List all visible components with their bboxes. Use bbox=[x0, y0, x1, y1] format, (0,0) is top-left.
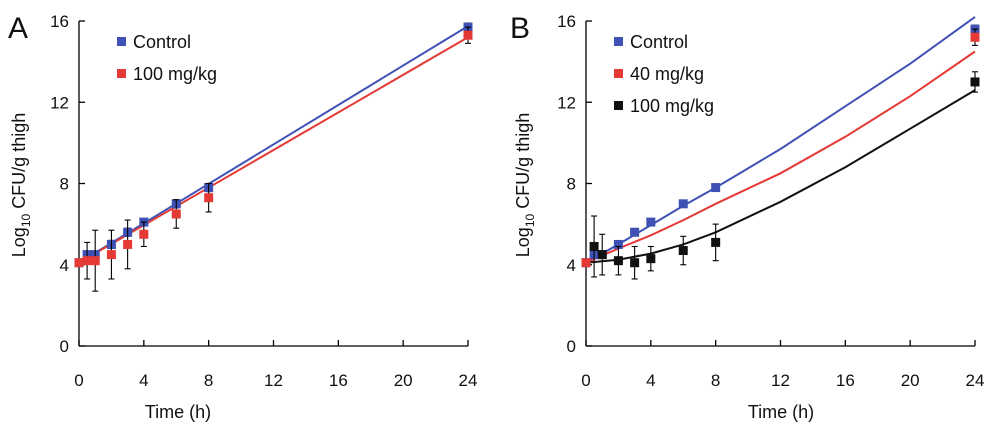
panel-b-x-tick-label: 20 bbox=[901, 371, 920, 390]
panel-b-fit-line-1 bbox=[585, 50, 976, 264]
panel-b-legend-label-1: 40 mg/kg bbox=[630, 64, 704, 84]
panel-a-ylabel: Log10 CFU/g thigh bbox=[9, 113, 33, 257]
panel-b-legend-marker-2 bbox=[614, 101, 623, 110]
panel-a-x-tick-label: 20 bbox=[394, 371, 413, 390]
panel-b-point-series-2 bbox=[970, 77, 980, 87]
panel-b-point-series-2 bbox=[630, 258, 640, 268]
panel-a-legend-label-1: 100 mg/kg bbox=[133, 64, 217, 84]
panel-b-point-series-1 bbox=[581, 258, 591, 268]
panel-a-plot-area: 0 4 8 12 16 20 24 0 4 8 12 16 bbox=[50, 12, 477, 390]
panel-a-ylabel-unit: CFU/g thigh bbox=[9, 113, 29, 214]
panel-a-legend-marker-1 bbox=[117, 69, 126, 78]
panel-b-x-tick-label: 12 bbox=[771, 371, 790, 390]
panel-a-legend-label-0: Control bbox=[133, 32, 191, 52]
panel-a-label: A bbox=[8, 12, 28, 45]
panel-b-x-tick-label: 0 bbox=[581, 371, 590, 390]
panel-b-point-series-2 bbox=[711, 237, 721, 247]
panel-b-label: B bbox=[510, 12, 530, 45]
panel-b-y-tick-label: 16 bbox=[557, 12, 576, 31]
panel-a-xlabel: Time (h) bbox=[145, 402, 211, 422]
panel-a-x-tick-label: 4 bbox=[139, 371, 148, 390]
panel-b-x-tick-label: 4 bbox=[646, 371, 655, 390]
panel-b-point-series-2 bbox=[678, 246, 688, 256]
panel-a-legend-marker-0 bbox=[117, 37, 126, 46]
panel-b: B Time (h) Log10 CFU/g thigh 0 4 8 12 16 20 24… bbox=[510, 12, 984, 422]
panel-a-x-tick-label: 8 bbox=[204, 371, 213, 390]
panel-a-point-series-1 bbox=[123, 239, 133, 249]
panel-a-x-tick-label: 16 bbox=[329, 371, 348, 390]
panel-b-y-tick-label: 12 bbox=[557, 93, 576, 112]
panel-a-fit-line-0 bbox=[78, 25, 469, 264]
panel-a-point-series-1 bbox=[82, 256, 92, 266]
panel-a-point-series-1 bbox=[74, 258, 84, 268]
panel-a-x-tick-label: 12 bbox=[264, 371, 283, 390]
panel-b-point-series-2 bbox=[613, 256, 623, 266]
panel-b-x-tick-label: 8 bbox=[711, 371, 720, 390]
panel-a-ylabel-log: Log bbox=[9, 227, 29, 257]
panel-a-ylabel-subscript: 10 bbox=[19, 214, 33, 228]
panel-a-point-series-1 bbox=[90, 256, 100, 266]
panel-a-point-series-1 bbox=[463, 30, 473, 40]
panel-a: A Time (h) Log10 CFU/g thigh 0 4 8 12 16 20 24… bbox=[8, 12, 477, 422]
panel-b-x-tick-label: 24 bbox=[966, 371, 985, 390]
panel-b-legend-label-2: 100 mg/kg bbox=[630, 96, 714, 116]
panel-a-point-series-1 bbox=[204, 193, 214, 203]
panel-a-y-tick-label: 4 bbox=[60, 256, 69, 275]
panel-b-point-series-0 bbox=[646, 217, 656, 227]
panel-a-point-series-1 bbox=[106, 250, 116, 260]
panel-b-point-series-0 bbox=[678, 199, 688, 209]
panel-b-xlabel: Time (h) bbox=[748, 402, 814, 422]
panel-a-point-series-1 bbox=[139, 229, 149, 239]
panel-b-legend-label-0: Control bbox=[630, 32, 688, 52]
panel-b-legend: Control 40 mg/kg 100 mg/kg bbox=[614, 32, 714, 116]
panel-a-y-tick-label: 12 bbox=[50, 93, 69, 112]
panel-b-ylabel-subscript: 10 bbox=[523, 214, 537, 228]
panel-b-legend-marker-1 bbox=[614, 69, 623, 78]
panel-b-point-series-1 bbox=[970, 32, 980, 42]
panel-b-x-tick-label: 16 bbox=[836, 371, 855, 390]
panel-b-y-tick-label: 4 bbox=[567, 256, 576, 275]
panel-a-y-tick-label: 0 bbox=[60, 337, 69, 356]
panel-b-y-tick-label: 8 bbox=[567, 175, 576, 194]
panel-a-point-series-1 bbox=[171, 209, 181, 219]
panel-b-point-series-2 bbox=[597, 250, 607, 260]
panel-b-y-tick-label: 0 bbox=[567, 337, 576, 356]
panel-a-x-tick-label: 24 bbox=[459, 371, 478, 390]
panel-b-point-series-0 bbox=[711, 183, 721, 193]
panel-b-point-series-2 bbox=[589, 241, 599, 251]
panel-b-point-series-2 bbox=[646, 254, 656, 264]
panel-b-ylabel: Log10 CFU/g thigh bbox=[513, 113, 537, 257]
panel-a-x-tick-label: 0 bbox=[74, 371, 83, 390]
panel-b-fit-line-0 bbox=[585, 16, 976, 264]
panel-b-point-series-0 bbox=[613, 239, 623, 249]
panel-b-ylabel-unit: CFU/g thigh bbox=[513, 113, 533, 214]
panel-b-legend-marker-0 bbox=[614, 37, 623, 46]
panel-a-y-tick-label: 16 bbox=[50, 12, 69, 31]
panel-a-legend: Control 100 mg/kg bbox=[117, 32, 217, 84]
panel-a-y-tick-label: 8 bbox=[60, 175, 69, 194]
panel-b-ylabel-log: Log bbox=[513, 227, 533, 257]
panel-b-point-series-0 bbox=[630, 227, 640, 237]
panel-b-plot-area: 0 4 8 12 16 20 24 0 4 8 12 16 bbox=[557, 12, 984, 390]
